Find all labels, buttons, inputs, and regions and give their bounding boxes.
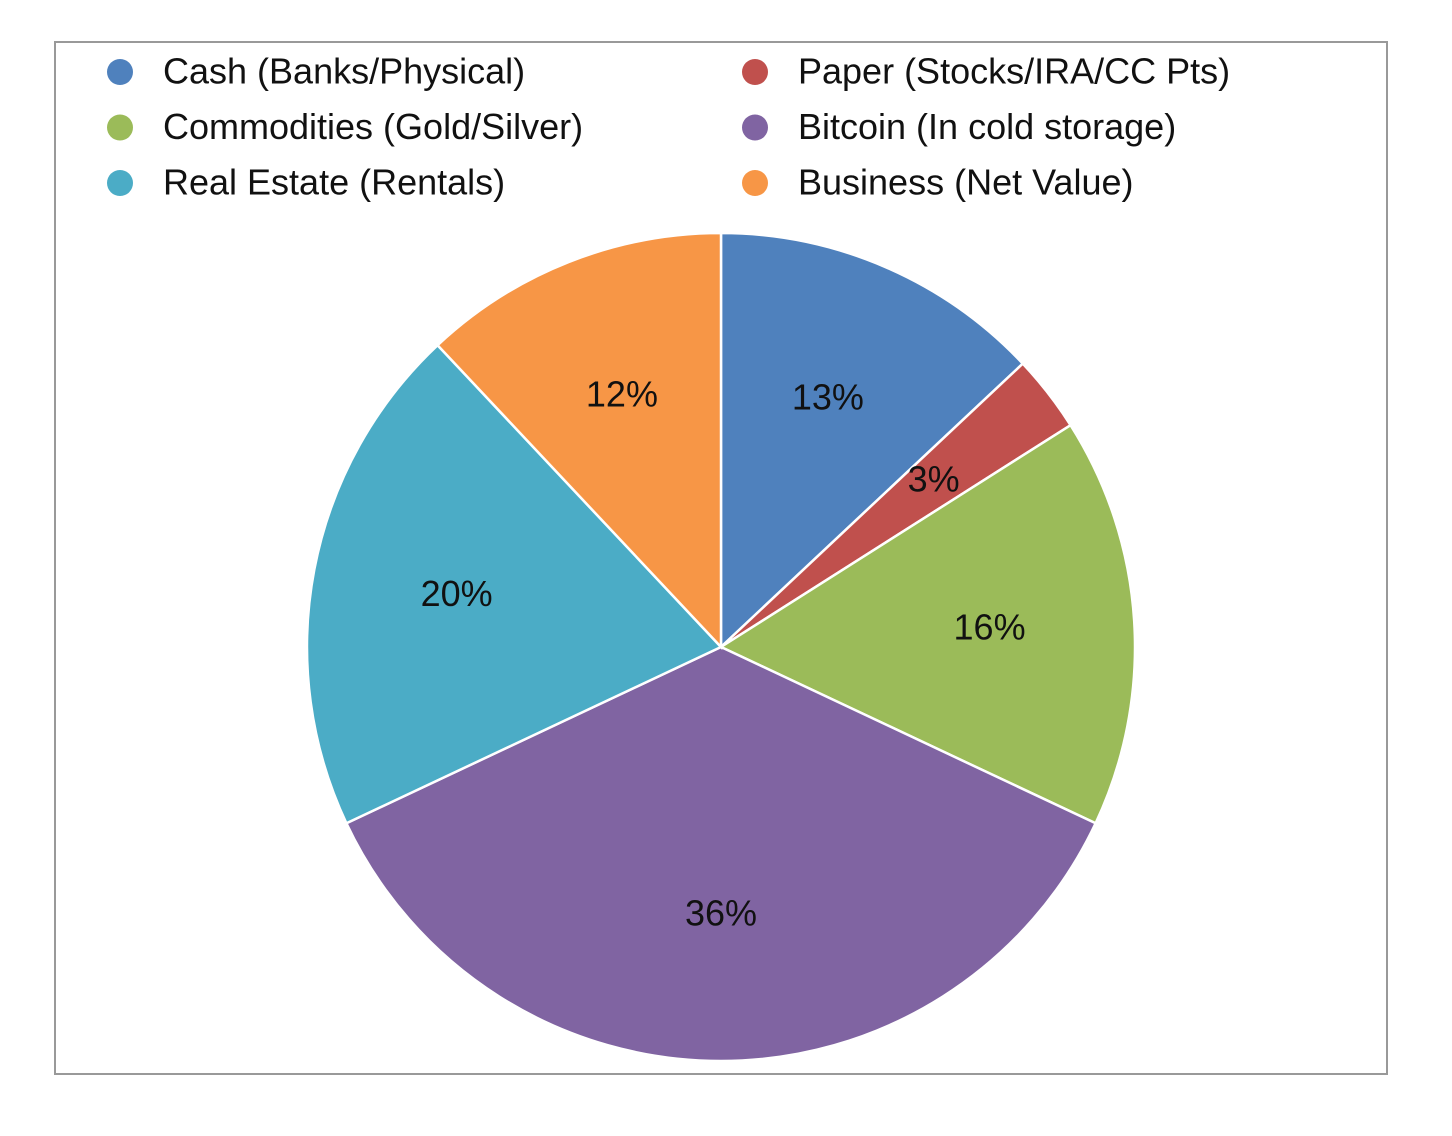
pie-slice — [344, 645, 1098, 1063]
legend-marker — [107, 170, 133, 196]
legend-marker — [742, 59, 768, 85]
legend-label: Business (Net Value) — [798, 162, 1133, 203]
legend-marker — [742, 114, 768, 141]
pie-slice — [305, 343, 724, 825]
legend-label: Real Estate (Rentals) — [163, 162, 505, 203]
data-label: 12% — [586, 373, 658, 414]
data-label: 36% — [685, 893, 757, 934]
legend-marker — [742, 170, 768, 196]
pie-slice — [719, 231, 1025, 650]
data-label: 16% — [954, 607, 1026, 648]
data-label: 20% — [421, 573, 493, 614]
data-label: 3% — [908, 459, 960, 500]
pie-slice — [435, 231, 723, 651]
legend-marker — [107, 59, 133, 85]
pie-slice — [718, 423, 1137, 825]
legend-label: Paper (Stocks/IRA/CC Pts) — [798, 51, 1230, 92]
legend-label: Commodities (Gold/Silver) — [163, 106, 583, 147]
legend-marker — [107, 114, 133, 141]
legend-label: Bitcoin (In cold storage) — [798, 106, 1176, 147]
data-label: 13% — [792, 377, 864, 418]
legend-label: Cash (Banks/Physical) — [163, 51, 525, 92]
